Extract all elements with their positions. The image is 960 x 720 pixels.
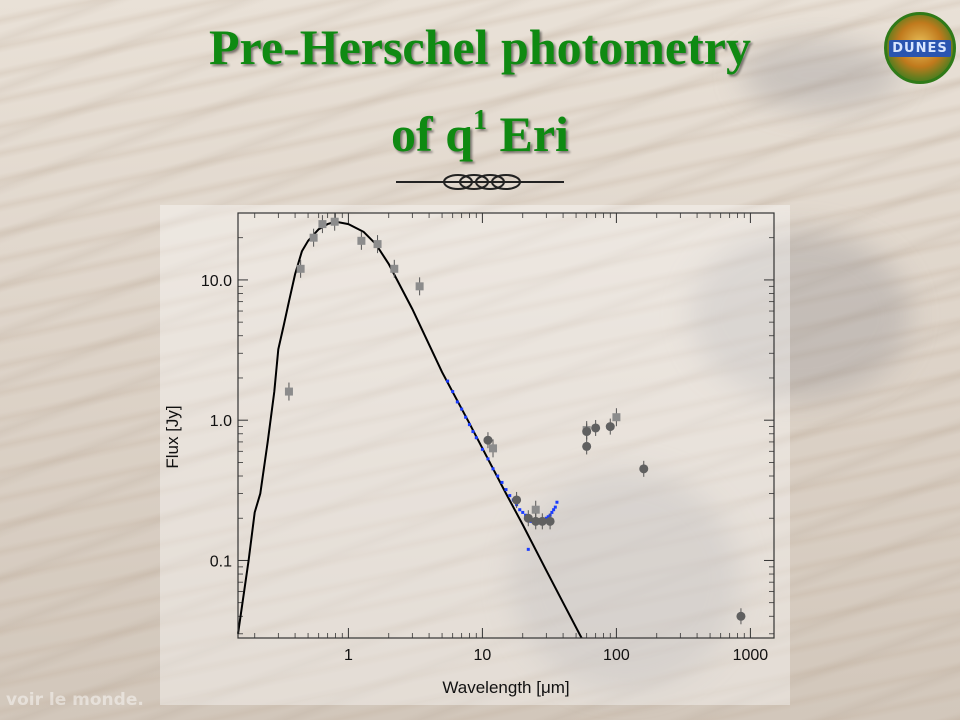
photometry-circle: [639, 464, 649, 474]
spectrum-point: [526, 547, 530, 551]
divider-ornament-icon: [396, 174, 564, 190]
spectrum-point: [518, 508, 522, 512]
spectrum-point: [474, 436, 478, 440]
photometry-square: [612, 413, 621, 422]
spectrum-point: [508, 494, 512, 498]
spectrum-point: [446, 379, 450, 383]
title-superscript: 1: [473, 105, 488, 136]
photometry-circle: [591, 423, 601, 433]
photometry-square: [390, 264, 399, 273]
spectrum-point: [544, 516, 548, 520]
x-tick-label: 1000: [733, 647, 769, 664]
dune-shadow: [690, 230, 910, 400]
spectrum-point: [471, 430, 475, 434]
x-tick-label: 10: [474, 647, 492, 664]
title-text-2a: of q: [391, 106, 474, 162]
slide-title-line2: of q1 Eri: [0, 92, 960, 163]
photometry-circle: [531, 516, 541, 526]
spectrum-point: [504, 488, 508, 492]
spectrum-point: [460, 407, 464, 411]
spectrum-point: [552, 508, 556, 512]
photometry-circle: [512, 495, 522, 505]
y-axis-label: Flux [Jy]: [163, 405, 182, 468]
x-tick-label: 1: [344, 647, 353, 664]
y-tick-label: 1.0: [210, 413, 232, 430]
photometry-square: [415, 282, 424, 291]
spectrum-point: [546, 515, 550, 519]
spectrum-point: [553, 505, 557, 509]
x-axis-label: Wavelength [μm]: [442, 678, 569, 697]
y-tick-label: 10.0: [201, 273, 232, 290]
spectrum-point: [550, 510, 554, 514]
spectrum-point: [467, 423, 471, 427]
title-text-2b: Eri: [487, 106, 569, 162]
model-photosphere-line: [237, 220, 583, 639]
photometry-circle: [582, 441, 592, 451]
photometry-square: [309, 233, 318, 242]
spectrum-point: [521, 510, 525, 514]
series-layer: [237, 212, 746, 639]
photometry-circle: [605, 422, 615, 432]
tick-layer: 1 10 100 1000 0.1 1.0 10.0: [201, 212, 774, 664]
spectrum-point: [491, 467, 495, 471]
spectrum-point: [464, 415, 468, 419]
title-text-1: Pre-Herschel photometry: [209, 19, 751, 75]
dune-shadow: [740, 40, 900, 110]
photometry-circle: [483, 435, 493, 445]
spectrum-point: [451, 390, 455, 394]
photometry-square: [373, 240, 382, 249]
photometry-square: [357, 236, 366, 245]
photometry-square: [489, 444, 498, 453]
photometry-circle: [582, 427, 592, 437]
plot-frame: [237, 212, 775, 639]
photometry-circle: [545, 516, 555, 526]
spectrum-point: [455, 400, 459, 404]
photometry-square: [284, 387, 293, 396]
plot-panel: 1 10 100 1000 0.1 1.0 10.0 Wavelength [μm] Flu…: [160, 205, 790, 705]
spectrum-point: [480, 447, 484, 451]
x-tick-label: 100: [603, 647, 630, 664]
photometry-square: [296, 264, 305, 273]
photometry-circle: [523, 513, 533, 523]
sed-chart: 1 10 100 1000 0.1 1.0 10.0 Wavelength [μm] Flu…: [163, 212, 775, 697]
watermark-text: voir le monde.: [6, 690, 144, 710]
y-tick-label: 0.1: [210, 553, 232, 570]
photometry-circle: [537, 516, 547, 526]
spectrum-point: [555, 500, 559, 504]
photometry-square: [531, 505, 540, 514]
photometry-square: [330, 217, 339, 226]
logo-text: DUNES: [889, 39, 951, 57]
photometry-circle: [736, 611, 746, 621]
spectrum-point: [500, 480, 504, 484]
slide-title-line1: Pre-Herschel photometry: [0, 18, 960, 76]
spectrum-point: [496, 474, 500, 478]
photometry-square: [318, 220, 327, 229]
dune-shadow: [510, 470, 740, 690]
dunes-logo: DUNES: [884, 12, 956, 84]
spectrum-point: [486, 457, 490, 461]
